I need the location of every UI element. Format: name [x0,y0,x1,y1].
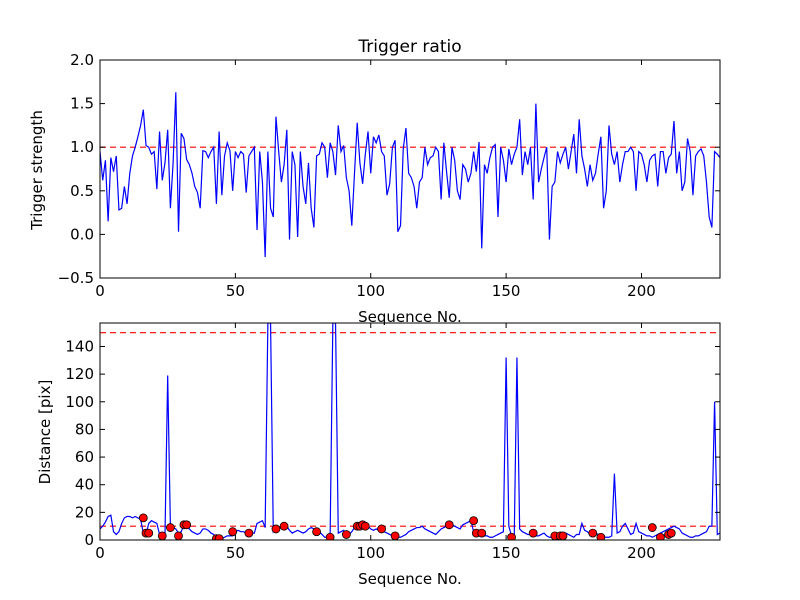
plot-area [100,92,720,258]
plot-area [100,323,720,540]
data-point-marker [656,532,665,540]
data-point-marker [174,531,183,540]
chart-title: Trigger ratio [357,37,461,57]
data-point-marker [279,521,289,531]
series-line [100,323,720,540]
data-point-marker [469,516,479,526]
x-tick-label: 200 [627,544,656,562]
data-point-marker [360,521,370,531]
data-point-marker [666,528,676,538]
y-tick-label: 2.0 [70,51,94,69]
y-tick-label: 0.0 [70,225,94,243]
data-point-marker [165,523,175,532]
data-point-marker [647,523,657,532]
x-tick-label: 150 [492,544,521,562]
x-tick-label: 100 [356,282,385,300]
y-tick-label: 140 [65,337,94,355]
y-tick-label: 0.5 [70,182,94,200]
y-tick-label: 40 [75,476,94,494]
data-point-marker [271,524,281,534]
series-line [100,92,720,258]
trigger-ratio-panel: Trigger ratio Trigger strength Sequence … [28,37,721,326]
plot-frame [99,322,721,541]
y-tick-label: 80 [75,420,94,438]
y-tick-label: 120 [65,365,94,383]
y-tick-label: 20 [75,503,94,521]
data-point-marker [588,528,598,538]
data-point-marker [477,528,487,538]
data-point-marker [528,528,538,538]
y-axis-label: Trigger strength [28,110,46,231]
x-tick-label: 150 [492,282,521,300]
data-point-marker [312,527,321,537]
data-point-marker [214,534,224,540]
data-point-marker [144,528,154,538]
data-point-marker [341,530,351,539]
distance-panel: Distance [pix] Sequence No. 0 50 100 150 200… [36,322,721,588]
x-tick-label: 100 [356,544,385,562]
x-tick-label: 50 [226,282,245,300]
data-point-marker [228,527,238,537]
data-point-marker [377,524,386,534]
x-tick-label: 0 [95,544,105,562]
data-point-marker [558,531,568,540]
data-point-marker [507,532,516,540]
data-point-marker [157,531,167,540]
x-tick-label: 200 [627,282,656,300]
y-tick-label: −0.5 [58,269,94,287]
y-axis-label: Distance [pix] [36,380,54,485]
data-point-marker [596,532,606,540]
y-tick-label: 1.5 [70,95,94,113]
plot-frame [99,59,721,279]
x-axis-label: Sequence No. [358,570,462,588]
data-point-marker [444,520,454,530]
data-point-marker [182,520,192,530]
x-axis-label: Sequence No. [358,308,462,326]
data-point-marker [390,531,400,540]
x-tick-label: 50 [226,544,245,562]
data-point-marker [325,532,335,540]
y-tick-label: 100 [65,393,94,411]
y-tick-label: 1.0 [70,138,94,156]
data-point-marker [138,513,148,523]
y-tick-label: 60 [75,448,94,466]
y-tick-label: 0 [84,531,94,549]
data-point-marker [244,528,254,538]
x-tick-label: 0 [95,282,105,300]
